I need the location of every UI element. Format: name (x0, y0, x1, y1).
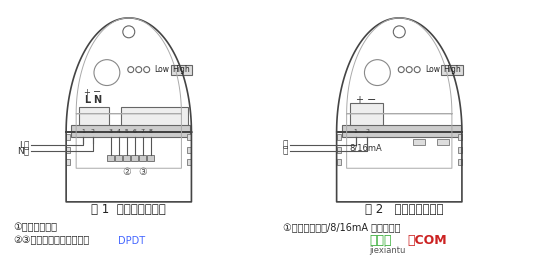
Bar (337, 159, 341, 165)
Text: 3: 3 (109, 129, 113, 134)
Text: ．COM: ．COM (407, 234, 447, 247)
Bar (350, 103, 384, 129)
Text: ③: ③ (138, 167, 147, 177)
Bar (171, 65, 193, 74)
Text: 1: 1 (353, 129, 357, 134)
Text: 接线图: 接线图 (370, 234, 392, 247)
Bar (342, 125, 461, 137)
Bar (187, 159, 192, 165)
Bar (123, 155, 130, 161)
Bar (66, 134, 70, 140)
Text: High: High (173, 65, 190, 74)
Text: 2: 2 (91, 129, 95, 134)
Bar (458, 159, 462, 165)
Text: 8/16mA: 8/16mA (350, 144, 383, 153)
Bar (66, 159, 70, 165)
Text: 7: 7 (141, 129, 145, 134)
Text: 5: 5 (125, 129, 129, 134)
Bar (79, 108, 109, 129)
Text: Low: Low (154, 65, 169, 74)
Text: ②: ② (123, 167, 131, 177)
Text: －: － (282, 147, 288, 156)
Text: L: L (84, 95, 90, 105)
Text: N: N (93, 95, 101, 105)
Text: ＋: ＋ (282, 141, 288, 150)
Text: 6: 6 (133, 129, 137, 134)
Bar (66, 147, 70, 153)
Bar (187, 147, 192, 153)
Text: 图 2   二线制输出方式: 图 2 二线制输出方式 (365, 203, 443, 216)
Bar (437, 139, 449, 145)
Text: L＋: L＋ (19, 141, 30, 150)
Text: 图 1  继电器输出方式: 图 1 继电器输出方式 (91, 203, 166, 216)
Bar (71, 125, 190, 137)
Bar (115, 155, 122, 161)
Bar (131, 155, 138, 161)
Text: −: − (367, 95, 376, 105)
Text: ②③：继电器信号输出端，: ②③：继电器信号输出端， (13, 236, 90, 246)
Bar (337, 147, 341, 153)
Bar (441, 65, 463, 74)
Text: 8: 8 (148, 129, 153, 134)
Text: ①：电源输入端: ①：电源输入端 (13, 222, 58, 232)
Text: ①：电源输入端/8/16mA 信号输出端: ①：电源输入端/8/16mA 信号输出端 (283, 222, 400, 232)
Text: High: High (443, 65, 461, 74)
Text: 4: 4 (117, 129, 121, 134)
Text: 2: 2 (365, 129, 370, 134)
Bar (337, 134, 341, 140)
Text: DPDT: DPDT (118, 236, 145, 246)
Text: jiexiantu: jiexiantu (370, 246, 406, 255)
Text: N－: N－ (17, 147, 30, 156)
Text: +: + (83, 88, 90, 97)
Bar (187, 134, 192, 140)
Bar (458, 134, 462, 140)
Text: +: + (356, 95, 364, 105)
Bar (121, 108, 188, 129)
Text: −: − (93, 88, 101, 98)
Text: 1: 1 (81, 129, 85, 134)
Bar (108, 155, 115, 161)
Bar (147, 155, 154, 161)
Bar (413, 139, 425, 145)
Text: Low: Low (425, 65, 440, 74)
Bar (458, 147, 462, 153)
Bar (139, 155, 146, 161)
